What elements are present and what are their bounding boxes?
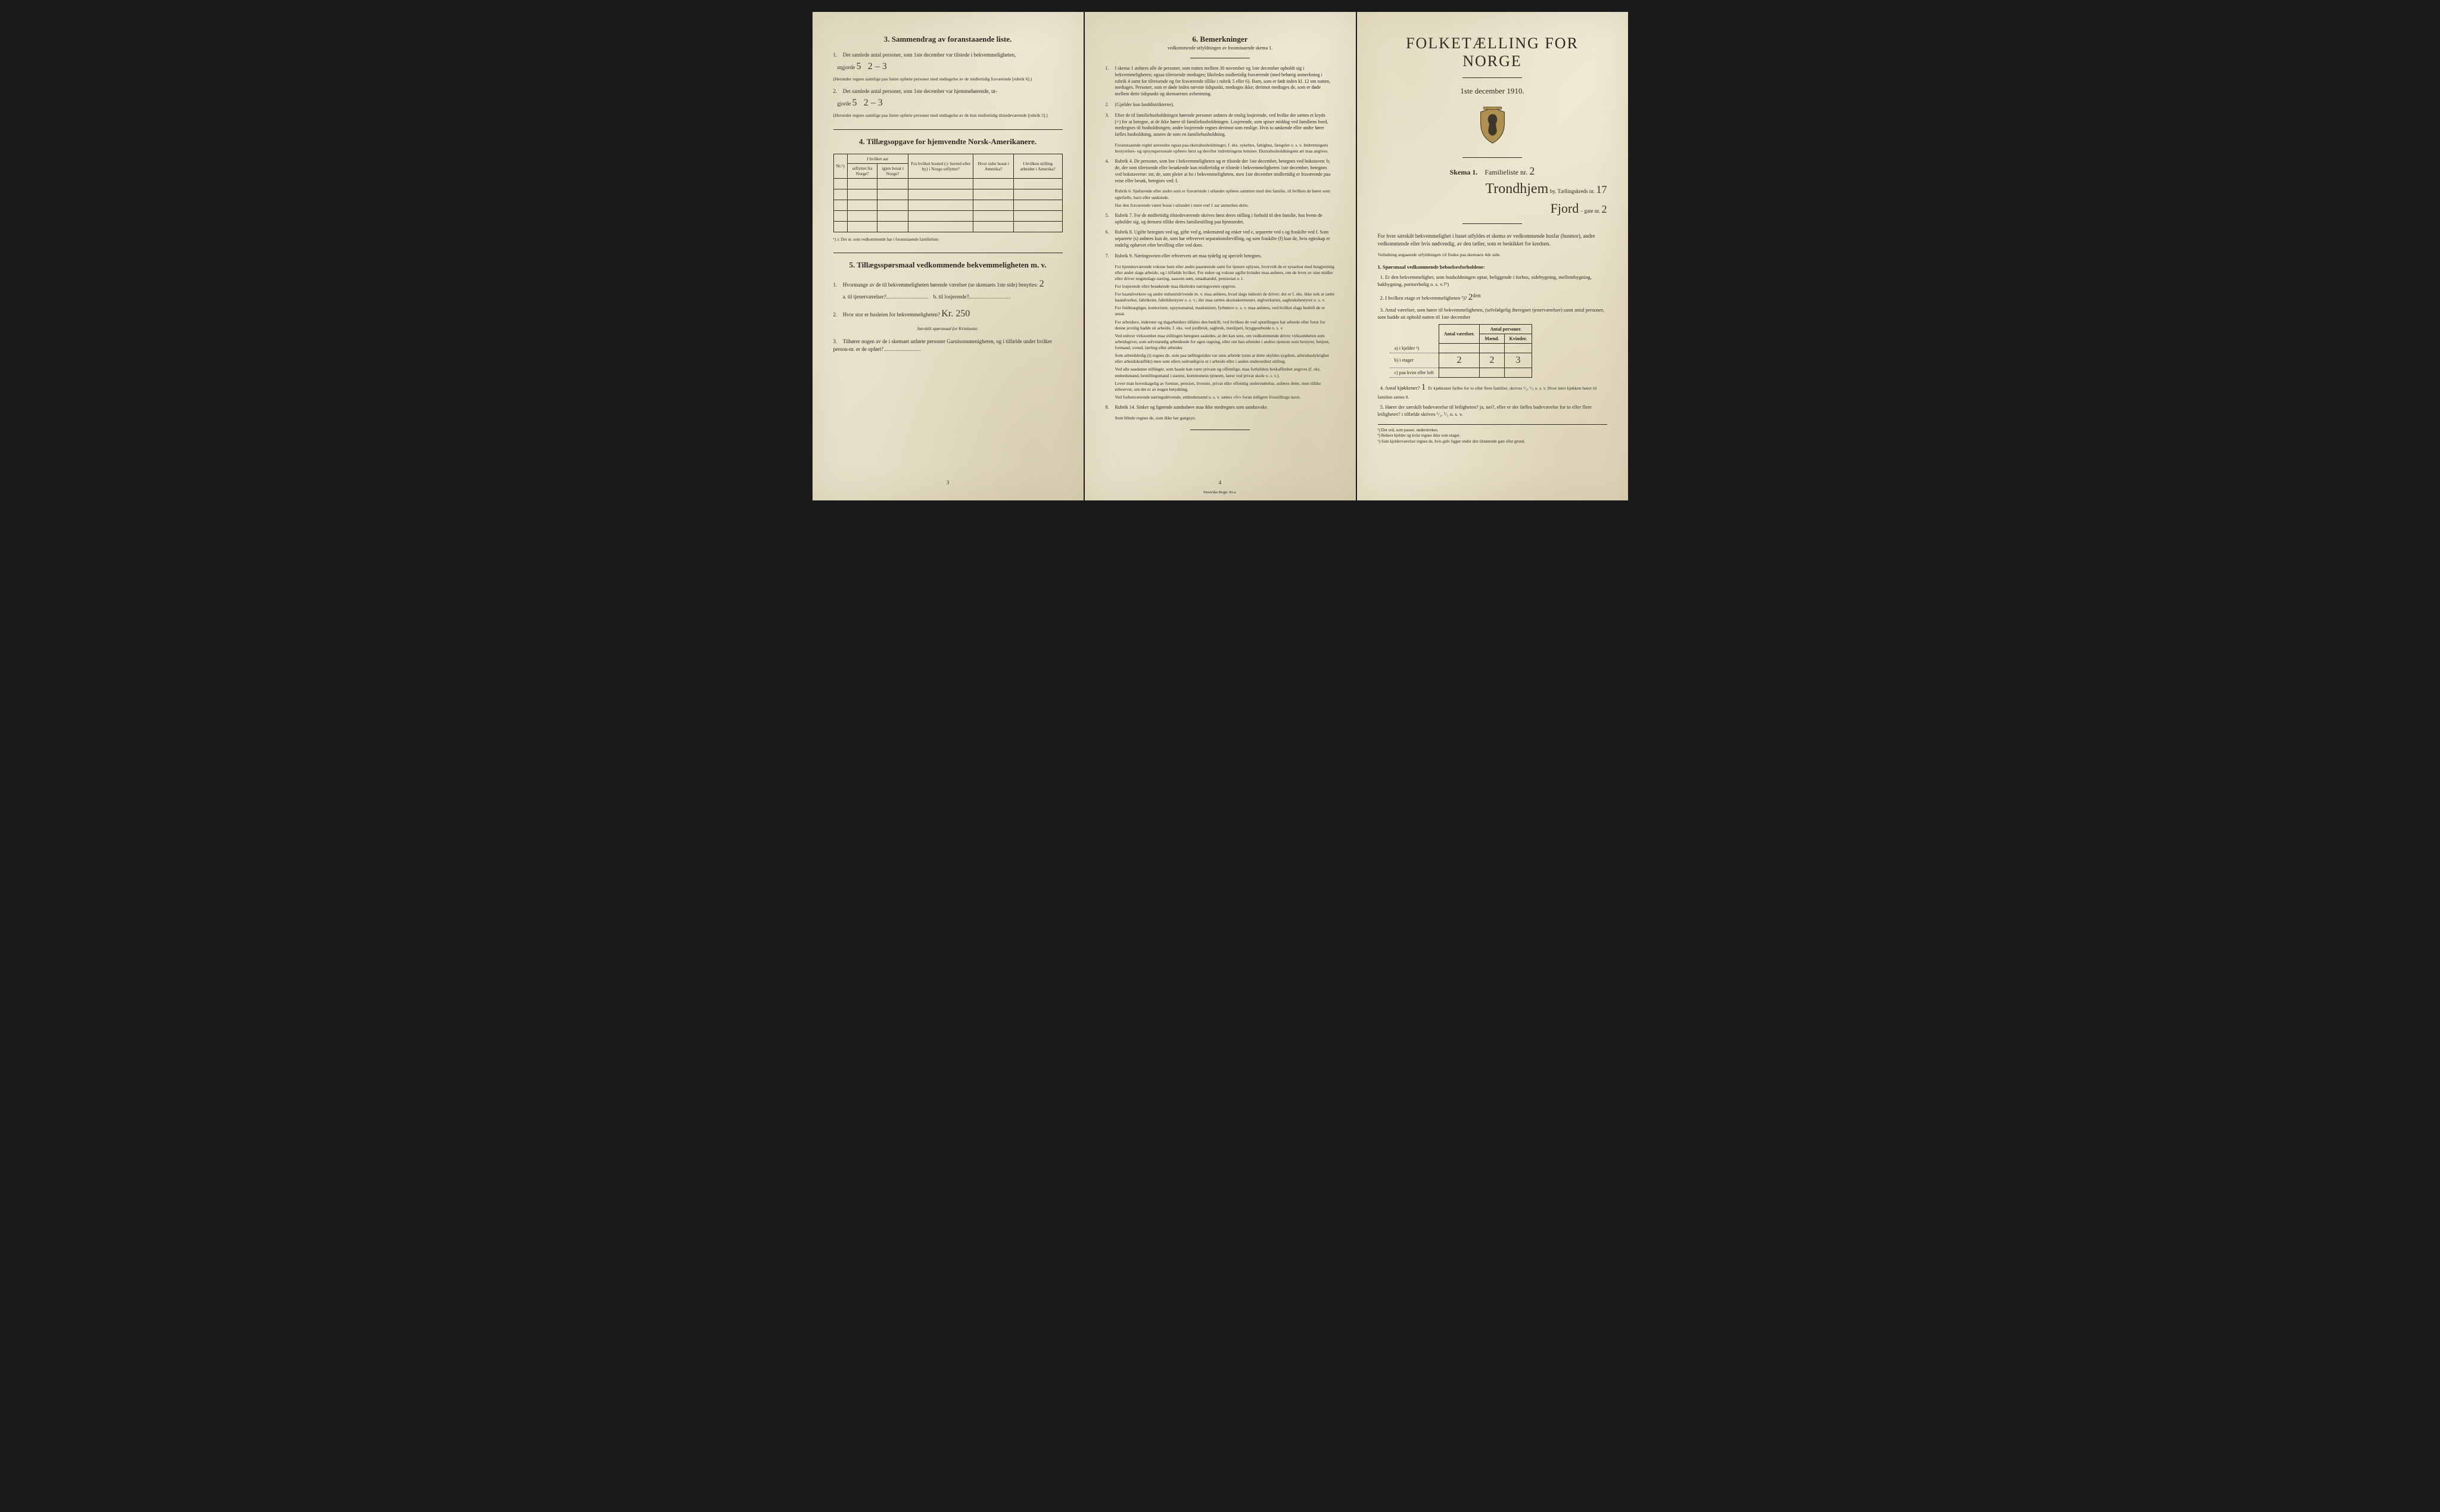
item-3-1-text: Det samlede antal personer, som 1ste dec… bbox=[843, 52, 1016, 58]
hw-men: 2 bbox=[1489, 355, 1494, 365]
intro-text: For hver særskilt bekvemmelighet i huset… bbox=[1378, 232, 1607, 247]
printer-mark: Steen'ske Bogtr. Kr.a. bbox=[1203, 490, 1237, 494]
city-line: Trondhjem by. Tællingskreds nr. 17 bbox=[1378, 181, 1607, 197]
hw-rooms: 2 bbox=[1456, 355, 1461, 365]
q1-title: 1. Spørsmaal vedkommende beboelsesforhol… bbox=[1378, 264, 1607, 271]
q1-4: 4. Antal kjøkkener? 1 Er kjøkkenet fælle… bbox=[1378, 381, 1607, 401]
hw-kreds-nr: 17 bbox=[1596, 183, 1607, 195]
date-subtitle: 1ste december 1910. bbox=[1378, 86, 1607, 96]
remark-subpara: Rubrik 6. Sjøfarende eller andre som er … bbox=[1115, 188, 1335, 200]
rooms-table: Antal værelser. Antal personer. Mænd. Kv… bbox=[1390, 324, 1533, 378]
page-number: 4 bbox=[1219, 480, 1222, 486]
remark-subpara: Lever man hovedsagelig av formue, pensio… bbox=[1115, 381, 1335, 393]
section-6-title: 6. Bemerkninger bbox=[1106, 35, 1335, 44]
divider bbox=[1462, 77, 1522, 78]
section-6-subtitle: vedkommende utfyldningen av foranstaaend… bbox=[1106, 45, 1335, 51]
hw-value-2b: 2 – 3 bbox=[864, 96, 883, 110]
hw-city: Trondhjem bbox=[1485, 181, 1548, 197]
page-3: 3. Sammendrag av foranstaaende liste. 1.… bbox=[813, 12, 1084, 500]
remark-item: 5.Rubrik 7. For de midlertidig tilstedev… bbox=[1106, 213, 1335, 226]
remark-item: 1.I skema 1 anføres alle de personer, so… bbox=[1106, 66, 1335, 98]
coat-of-arms-icon bbox=[1378, 107, 1607, 147]
hw-q5-2: Kr. 250 bbox=[941, 307, 970, 321]
hw-value-1a: 5 bbox=[857, 60, 861, 74]
section-4-title: 4. Tillægsopgave for hjemvendte Norsk-Am… bbox=[833, 137, 1063, 147]
item-3-2: 2. Det samlede antal personer, som 1ste … bbox=[833, 88, 1063, 118]
footnote-4: ¹) ɔ: Det nr. som vedkommende har i fora… bbox=[833, 237, 1063, 242]
q1-2: 2. I hvilken etage er bekvemmeligheten ²… bbox=[1378, 291, 1607, 304]
remark-subpara: Foranstaaende regler anvendes ogsaa paa … bbox=[1115, 142, 1335, 154]
section-3-title: 3. Sammendrag av foranstaaende liste. bbox=[833, 35, 1063, 44]
q5: 1. Hvormange av de til bekvemmeligheten … bbox=[833, 277, 1063, 354]
remark-item: 4.Rubrik 4. De personer, som bor i bekve… bbox=[1106, 158, 1335, 184]
page-1-cover: FOLKETÆLLING FOR NORGE 1ste december 191… bbox=[1357, 12, 1628, 500]
main-title: FOLKETÆLLING FOR NORGE bbox=[1378, 35, 1607, 70]
hw-women: 3 bbox=[1515, 355, 1520, 365]
remark-subpara: For arbeidere, inderster og dagarbeidere… bbox=[1115, 319, 1335, 331]
hw-value-1b: 2 – 3 bbox=[868, 60, 887, 74]
remark-subpara: Ved forhenværende næringsdrivende, embed… bbox=[1115, 394, 1335, 400]
section-5-title: 5. Tillægsspørsmaal vedkommende bekvemme… bbox=[833, 260, 1063, 270]
remark-subpara: For hjemmeværende voksne barn eller andr… bbox=[1115, 264, 1335, 282]
remark-subpara: For fuldmægtiger, kontorister, opsynsmæn… bbox=[1115, 305, 1335, 317]
remark-subpara: Som blinde regnes de, som ikke har gangs… bbox=[1115, 415, 1335, 421]
hw-gate: Fjord bbox=[1551, 201, 1579, 216]
remark-subpara: Ved enhver virksomhet maa stillingen bet… bbox=[1115, 333, 1335, 351]
remark-item: 8.Rubrik 14. Sinker og lignende aandsslø… bbox=[1106, 405, 1335, 411]
hw-gate-nr: 2 bbox=[1602, 203, 1607, 215]
divider bbox=[1462, 223, 1522, 224]
item-3-2-note: (Herunder regnes samtlige paa listen opf… bbox=[833, 113, 1063, 119]
q1-3: 3. Antal værelser, som hører til bekvemm… bbox=[1378, 307, 1607, 321]
remark-item: 6.Rubrik 8. Ugifte betegnes ved ug, gift… bbox=[1106, 229, 1335, 248]
remark-item: 7.Rubrik 9. Næringsveien eller erhvervet… bbox=[1106, 253, 1335, 260]
hw-q1-2: 2ᵈᵉⁿ bbox=[1468, 293, 1481, 302]
remark-item: 2.(Gjælder kun landdistrikterne). bbox=[1106, 102, 1335, 108]
remark-subpara: Som arbeidsledig (l) regnes de, som paa … bbox=[1115, 353, 1335, 365]
divider bbox=[833, 129, 1063, 130]
hw-q1-4: 1 bbox=[1421, 382, 1426, 392]
page-number: 3 bbox=[947, 480, 950, 486]
item-3-1: 1. Det samlede antal personer, som 1ste … bbox=[833, 51, 1063, 82]
remark-subpara: Har den fraværende været bosat i utlande… bbox=[1115, 203, 1335, 209]
remarks-body: 1.I skema 1 anføres alle de personer, so… bbox=[1106, 66, 1335, 421]
remark-item: 3.Efter de til familiehusholdningen høre… bbox=[1106, 113, 1335, 138]
document-spread: 3. Sammendrag av foranstaaende liste. 1.… bbox=[813, 12, 1628, 500]
footnotes: ¹) Det ord, som passer, understrekes. ²)… bbox=[1378, 424, 1607, 445]
page-4: 6. Bemerkninger vedkommende utfyldningen… bbox=[1085, 12, 1356, 500]
hw-q5-1: 2 bbox=[1040, 277, 1044, 291]
remark-subpara: For losjerende eller besøkende maa likel… bbox=[1115, 284, 1335, 290]
hw-value-2a: 5 bbox=[852, 96, 857, 110]
item-3-1-note: (Herunder regnes samtlige paa listen opf… bbox=[833, 76, 1063, 82]
table-4: Nr.¹) I hvilket aar Fra hvilket bosted (… bbox=[833, 154, 1063, 232]
hw-fam-nr: 2 bbox=[1529, 165, 1535, 177]
divider bbox=[1462, 157, 1522, 158]
remark-subpara: For haandverkere og andre industridriven… bbox=[1115, 291, 1335, 303]
skema-line: Skema 1. Familieliste nr. 2 bbox=[1378, 165, 1607, 178]
q1-1: 1. Er den bekvemmelighet, som husholdnin… bbox=[1378, 274, 1607, 288]
remark-subpara: Ved alle saadanne stillinger, som baade … bbox=[1115, 366, 1335, 378]
intro-note: Veiledning angaaende utfyldningen vil fi… bbox=[1378, 252, 1607, 258]
q1-5: 5. Hører der særskilt badeværelse til le… bbox=[1378, 404, 1607, 418]
gate-line: Fjord – gate nr. 2 bbox=[1378, 201, 1607, 216]
item-3-2-text: Det samlede antal personer, som 1ste dec… bbox=[843, 88, 997, 94]
